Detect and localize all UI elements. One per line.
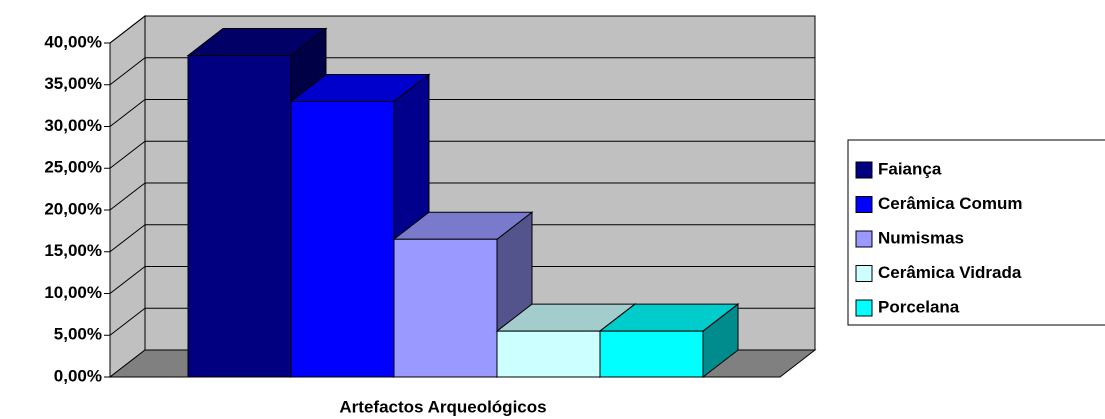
y-tick-label: 40,00% [44,32,102,51]
bar-front [599,330,704,378]
legend-label: Numismas [878,228,964,247]
y-tick-label: 25,00% [44,158,102,177]
grid-line [109,182,146,211]
y-tick-label: 0,00% [54,366,102,385]
bar-front [290,100,395,378]
grid-line [109,224,146,253]
legend-label: Cerâmica Vidrada [878,263,1022,282]
legend-label: Faiança [878,159,942,178]
y-tick-label: 20,00% [44,199,102,218]
grid-line [109,99,146,127]
grid-line [109,57,146,86]
bar [598,303,740,379]
y-tick-label: 10,00% [44,283,102,302]
x-tick-label: Artefactos Arqueológicos [339,397,546,416]
legend-label: Porcelana [878,297,960,316]
y-tick-label: 30,00% [44,116,102,135]
y-tick-label: 35,00% [44,74,102,93]
bar-front [187,55,292,378]
grid-line [109,266,146,294]
legend-label: Cerâmica Comum [878,194,1023,213]
legend-swatch [855,161,873,179]
legend-swatch [855,230,873,248]
legend-swatch [855,299,873,317]
y-tick-label: 15,00% [44,241,102,260]
grid-line [109,140,146,169]
legend-swatch [855,196,873,213]
grid-line [109,15,146,44]
bar-front [393,238,498,378]
grid-line [109,307,146,336]
y-tick-label: 5,00% [54,325,102,344]
legend-swatch [855,265,873,282]
legend [847,139,1105,326]
bar-front [496,330,601,378]
